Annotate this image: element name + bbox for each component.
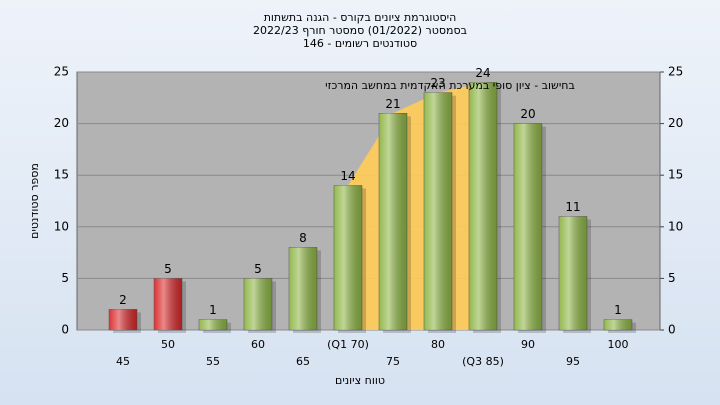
y-tick-label: 15	[54, 168, 69, 182]
x-tick-label: (Q3 85)	[462, 355, 504, 368]
bar-shine	[109, 309, 137, 330]
value-label: 11	[565, 200, 580, 214]
annotation: בחישוב - ציון סופי במערכת האקדמית במחשב …	[325, 79, 575, 92]
y-tick-label: 5	[61, 271, 69, 285]
bar-shine	[334, 185, 362, 330]
value-label: 23	[430, 76, 445, 90]
bar-shine	[244, 278, 272, 330]
x-tick-label: 80	[431, 338, 445, 351]
x-tick-label: (Q1 70)	[327, 338, 369, 351]
value-label: 1	[614, 303, 622, 317]
x-tick-label: 100	[608, 338, 629, 351]
value-label: 14	[340, 169, 355, 183]
y2-tick-label: 25	[668, 65, 683, 79]
y2-tick-label: 10	[668, 219, 683, 233]
y-tick-label: 20	[54, 116, 69, 130]
x-axis-label: טווח ציונים	[335, 374, 385, 387]
bar-shine	[199, 319, 227, 330]
value-label: 5	[164, 262, 172, 276]
x-tick-label: 95	[566, 355, 580, 368]
x-tick-label: 50	[161, 338, 175, 351]
value-label: 24	[475, 66, 490, 80]
bar-shine	[469, 82, 497, 330]
chart-subtitle: סטודנטים רשומים - 146	[303, 37, 417, 50]
y-tick-label: 25	[54, 65, 69, 79]
y-tick-label: 10	[54, 219, 69, 233]
chart-title: היסטוגרמת ציונים בקורס - הגנה בתשתות	[264, 11, 457, 24]
bar-shine	[289, 247, 317, 330]
value-label: 20	[520, 107, 535, 121]
y2-tick-label: 0	[668, 323, 676, 337]
y-tick-label: 0	[61, 323, 69, 337]
bar-shine	[604, 319, 632, 330]
y2-tick-label: 20	[668, 116, 683, 130]
x-tick-label: 45	[116, 355, 130, 368]
bar-shine	[424, 92, 452, 330]
value-label: 5	[254, 262, 262, 276]
y2-tick-label: 5	[668, 271, 676, 285]
x-tick-label: 60	[251, 338, 265, 351]
value-label: 1	[209, 303, 217, 317]
value-label: 8	[299, 231, 307, 245]
x-tick-label: 65	[296, 355, 310, 368]
bar-shine	[154, 278, 182, 330]
value-label: 21	[385, 97, 400, 111]
value-label: 2	[119, 293, 127, 307]
x-tick-label: 55	[206, 355, 220, 368]
y2-tick-label: 15	[668, 168, 683, 182]
bar-shine	[514, 123, 542, 330]
y-axis-label: מספר סטודנטים	[28, 163, 41, 239]
x-tick-label: 75	[386, 355, 400, 368]
bar-shine	[379, 113, 407, 330]
bar-shine	[559, 216, 587, 330]
chart-subtitle: בסמסטר (01/2022) סמסטר חורף 2022/23	[253, 24, 467, 37]
x-tick-label: 90	[521, 338, 535, 351]
